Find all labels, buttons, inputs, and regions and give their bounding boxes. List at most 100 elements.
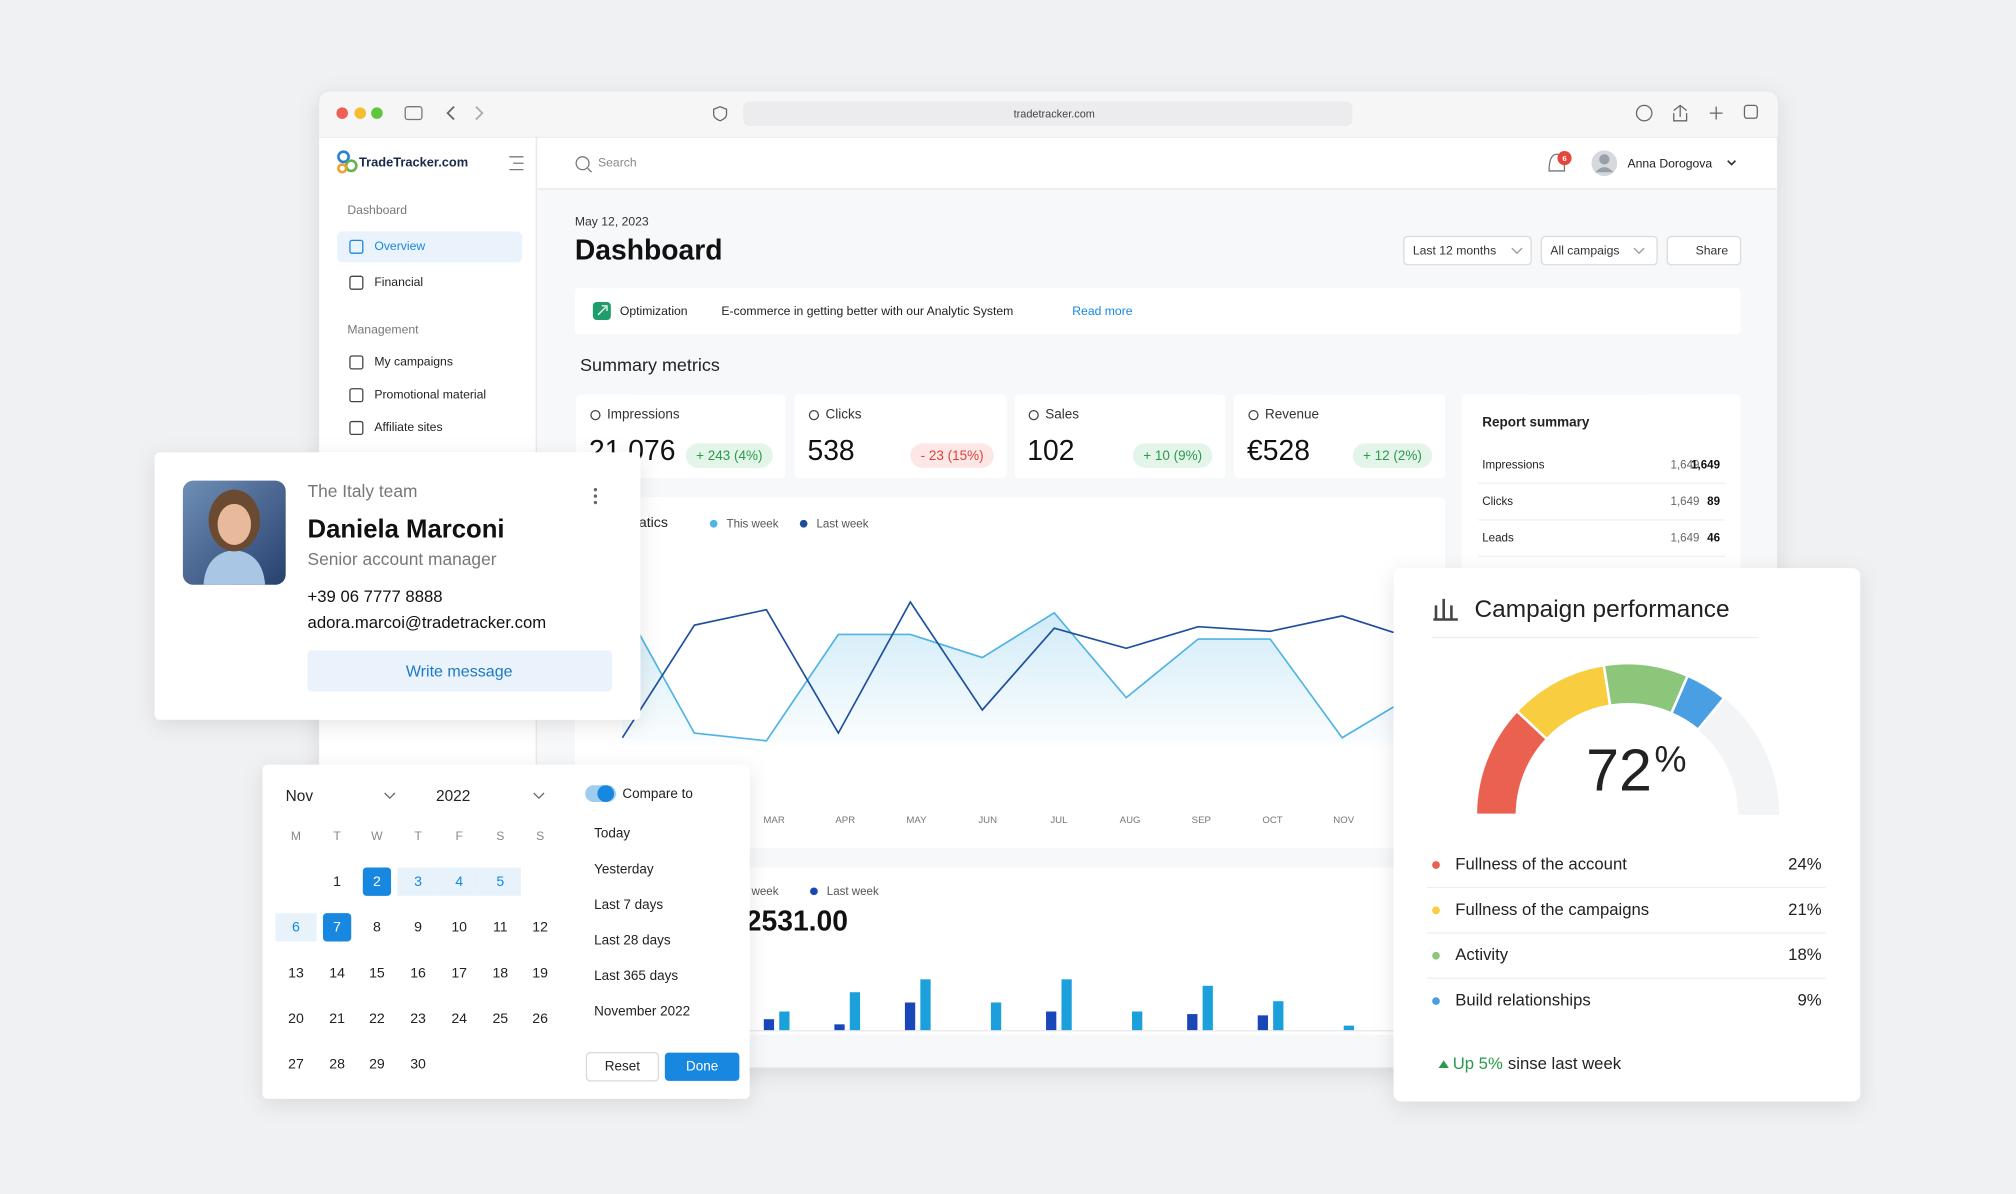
day[interactable]: 29: [369, 1056, 385, 1072]
year-select[interactable]: 2022: [436, 788, 470, 805]
url-bar[interactable]: [743, 101, 1353, 126]
date-option[interactable]: Last 28 days: [594, 932, 671, 947]
legend-label: Fullness of the account: [1455, 854, 1627, 873]
day[interactable]: 25: [492, 1010, 508, 1026]
user-name[interactable]: Anna Dorogova: [1627, 157, 1712, 171]
legend-label: Activity: [1455, 945, 1509, 964]
new-tab-button[interactable]: [1709, 106, 1723, 120]
day[interactable]: 8: [373, 919, 381, 935]
bell-icon[interactable]: [1548, 153, 1566, 172]
range-cell: [275, 913, 317, 942]
day[interactable]: 17: [451, 964, 467, 980]
download-button[interactable]: [1635, 104, 1653, 122]
reset-button[interactable]: [585, 1051, 660, 1082]
maximize-button[interactable]: [371, 107, 383, 119]
forward-button[interactable]: [475, 106, 484, 121]
day[interactable]: 2: [373, 873, 381, 889]
day[interactable]: 19: [532, 964, 548, 980]
legend-dot: [1432, 951, 1440, 960]
back-button[interactable]: [446, 106, 455, 121]
close-button[interactable]: [336, 107, 349, 119]
selected-day: [362, 867, 392, 896]
day[interactable]: 16: [410, 964, 426, 980]
day[interactable]: 22: [369, 1010, 385, 1026]
day[interactable]: 4: [455, 873, 463, 889]
day[interactable]: 11: [493, 919, 508, 935]
day[interactable]: 13: [288, 964, 304, 980]
day[interactable]: 6: [292, 919, 300, 935]
day[interactable]: 7: [333, 919, 341, 935]
date-option[interactable]: Last 365 days: [594, 968, 678, 983]
day[interactable]: 9: [414, 919, 422, 935]
selected-day: [322, 913, 352, 942]
button-label[interactable]: Done: [686, 1058, 718, 1073]
metric-label: Impressions: [607, 407, 680, 422]
date-option[interactable]: November 2022: [594, 1004, 690, 1019]
day[interactable]: 27: [288, 1056, 304, 1072]
filter-label[interactable]: Share: [1696, 243, 1729, 257]
day[interactable]: 14: [329, 964, 345, 980]
legend-dot: [810, 887, 818, 896]
legend-dot: [799, 519, 808, 528]
day[interactable]: 24: [451, 1010, 467, 1026]
nav-icon: [349, 388, 364, 403]
write-message-button[interactable]: [307, 650, 613, 692]
minimize-button[interactable]: [354, 107, 367, 119]
day[interactable]: 1: [333, 873, 341, 889]
day[interactable]: 12: [532, 919, 548, 935]
weekday: W: [371, 829, 383, 843]
nav-item[interactable]: Overview: [374, 239, 425, 253]
date-option[interactable]: Last 7 days: [594, 897, 663, 912]
date-option[interactable]: Today: [594, 826, 630, 841]
day[interactable]: 18: [492, 964, 508, 980]
day[interactable]: 26: [532, 1010, 548, 1026]
button-label[interactable]: Reset: [605, 1058, 640, 1073]
day[interactable]: 3: [414, 873, 422, 889]
chart-value: 2531.00: [746, 904, 848, 936]
metric-badge: [1352, 443, 1433, 468]
metric-icon: [808, 409, 820, 421]
active-nav-item: [337, 231, 523, 263]
filter-campaigns[interactable]: [1540, 235, 1658, 266]
day[interactable]: 23: [410, 1010, 426, 1026]
done-button[interactable]: [664, 1052, 740, 1081]
nav-item[interactable]: Promotional material: [374, 387, 486, 401]
report-title: Report summary: [1482, 414, 1590, 429]
button-label[interactable]: Write message: [406, 662, 513, 680]
filter-label[interactable]: Last 12 months: [1413, 243, 1496, 257]
legend-value: 9%: [1797, 990, 1821, 1009]
day[interactable]: 21: [329, 1010, 345, 1026]
share-button[interactable]: [1673, 104, 1688, 122]
trend-text: sinse last week: [1508, 1054, 1622, 1073]
banner-text: E-commerce in getting better with our An…: [721, 304, 1013, 318]
day[interactable]: 30: [410, 1056, 426, 1072]
nav-item[interactable]: My campaigns: [374, 355, 453, 369]
banner-tag: Optimization: [620, 304, 688, 318]
date-option[interactable]: Yesterday: [594, 861, 654, 876]
calendar-card: [262, 764, 750, 1099]
day[interactable]: 20: [288, 1010, 304, 1026]
card-title: Campaign performance: [1475, 596, 1730, 623]
day[interactable]: 10: [451, 919, 467, 935]
nav-item[interactable]: Financial: [374, 275, 423, 289]
banner-link[interactable]: Read more: [1072, 304, 1133, 318]
collapse-menu[interactable]: [509, 156, 524, 171]
filter-period[interactable]: [1403, 235, 1532, 266]
filter-label[interactable]: All campaigs: [1550, 243, 1619, 257]
contact-email[interactable]: adora.marcoi@tradetracker.com: [308, 613, 547, 632]
month-select[interactable]: Nov: [286, 788, 314, 805]
share-button[interactable]: [1666, 235, 1742, 266]
day[interactable]: 5: [496, 873, 504, 889]
tabs-button[interactable]: [1743, 104, 1758, 119]
notification-count: 6: [1562, 154, 1566, 163]
day[interactable]: 15: [369, 964, 385, 980]
notification-badge: [1557, 151, 1572, 166]
search-input[interactable]: Search: [598, 155, 637, 169]
day[interactable]: 28: [329, 1056, 345, 1072]
metric-badge: [910, 443, 994, 468]
sidebar-toggle[interactable]: [404, 106, 423, 121]
bar: [1132, 1011, 1143, 1031]
nav-item[interactable]: Affiliate sites: [374, 420, 442, 434]
